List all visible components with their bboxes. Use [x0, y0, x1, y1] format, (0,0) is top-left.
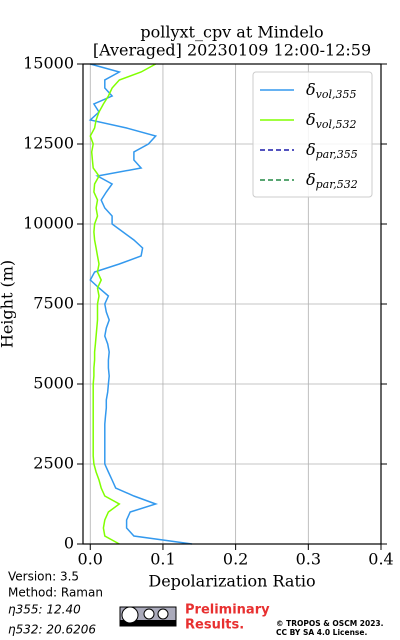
eta: η532: 20.6206	[8, 623, 96, 637]
legend-label: δvol,532	[306, 110, 357, 132]
method: Method: Raman	[8, 586, 103, 600]
x-axis-label: Depolarization Ratio	[148, 572, 315, 591]
copyright: © TROPOS & OSCM 2023.	[276, 619, 384, 628]
copyright: CC BY SA 4.0 License.	[276, 628, 367, 637]
x-tick-label: 0.1	[150, 550, 175, 569]
y-tick-label: 0	[64, 534, 74, 553]
y-axis-label: Height (m)	[0, 260, 17, 348]
cc-logo	[119, 606, 177, 627]
y-tick-label: 15000	[23, 54, 74, 73]
y-tick-label: 2500	[33, 454, 74, 473]
x-tick-label: 0.3	[296, 550, 321, 569]
y-tick-label: 10000	[23, 214, 74, 233]
y-tick-label: 5000	[33, 374, 74, 393]
plot-frame	[82, 63, 382, 545]
eta: η355: 12.40	[8, 603, 81, 617]
chart-title: pollyxt_cpv at Mindelo	[140, 23, 323, 42]
profile-line	[88, 63, 193, 545]
legend-label: δpar,532	[306, 170, 358, 192]
legend-box	[252, 71, 373, 198]
preliminary: Results.	[185, 618, 244, 633]
preliminary: Preliminary	[185, 603, 270, 618]
y-tick-label: 12500	[23, 134, 74, 153]
legend-label: δvol,355	[306, 80, 357, 102]
x-tick-label: 0.4	[368, 550, 393, 569]
version: Version: 3.5	[8, 570, 79, 584]
y-tick-label: 7500	[33, 294, 74, 313]
x-tick-label: 0.0	[78, 550, 103, 569]
x-tick-label: 0.2	[223, 550, 248, 569]
profile-line	[89, 63, 157, 545]
legend-label: δpar,355	[306, 140, 358, 162]
chart-title: [Averaged] 20230109 12:00-12:59	[93, 41, 371, 60]
